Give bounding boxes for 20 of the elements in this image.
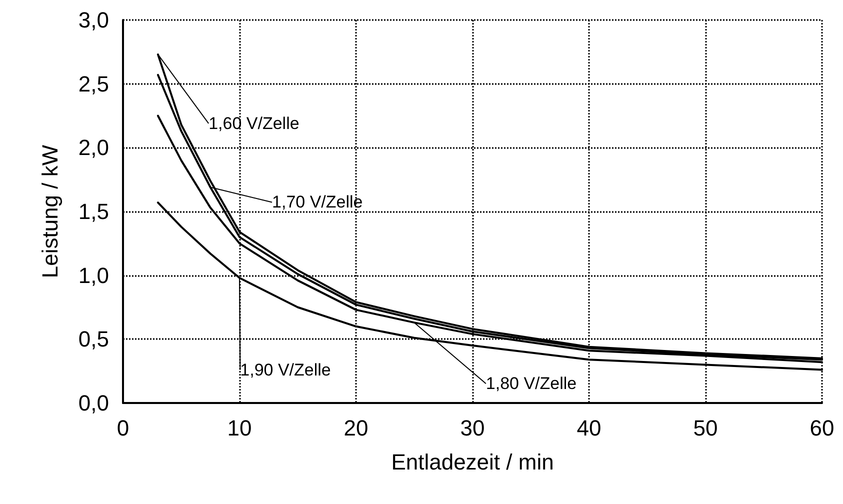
text: 1,90 V/Zelle bbox=[240, 360, 331, 380]
legend-label: 1,70 V/Zelle bbox=[272, 192, 363, 212]
x-tick-label: 50 bbox=[693, 416, 718, 440]
y-axis-title: Leistung / kW bbox=[38, 144, 62, 278]
y-tick-label: 0,5 bbox=[78, 326, 109, 352]
x-tick-label: 20 bbox=[344, 416, 368, 440]
x-tick-label: 60 bbox=[810, 416, 834, 440]
x-tick-label: 40 bbox=[576, 416, 602, 440]
x-tick-label: 30 bbox=[460, 416, 485, 440]
x-tick-label: 0 bbox=[116, 416, 130, 440]
y-tick-label: 2,5 bbox=[78, 71, 109, 96]
series-label: 1,60 V/Zelle bbox=[208, 114, 300, 133]
x-axis-title: Entladezeit / min bbox=[391, 450, 554, 474]
series-label: 1,80 V/Zelle bbox=[486, 374, 577, 394]
y-tick-label: 3,0 bbox=[78, 8, 109, 32]
y-tick-label: 0,0 bbox=[78, 390, 109, 416]
y-tick-label: 1,0 bbox=[78, 262, 109, 288]
y-tick-label: 1,5 bbox=[78, 199, 109, 224]
y-tick-label: 2,0 bbox=[78, 135, 109, 160]
x-tick-label: 10 bbox=[227, 416, 252, 440]
